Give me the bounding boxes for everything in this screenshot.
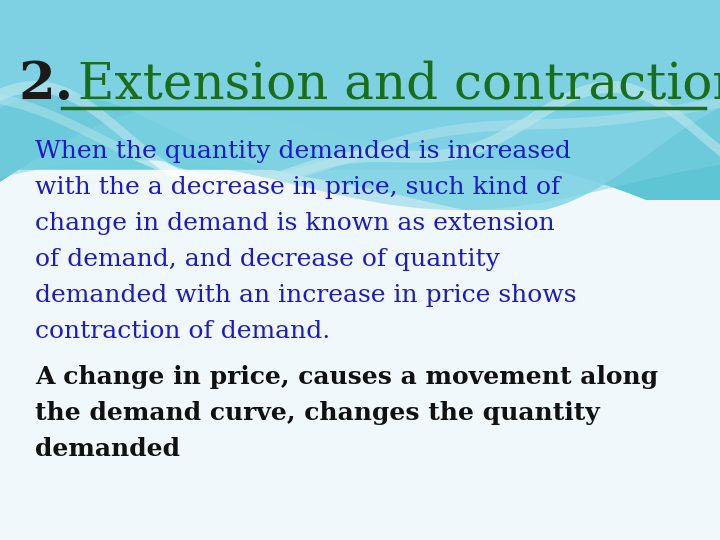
Text: with the a decrease in price, such kind of: with the a decrease in price, such kind … — [35, 176, 560, 199]
Text: of demand, and decrease of quantity: of demand, and decrease of quantity — [35, 248, 500, 271]
Polygon shape — [0, 0, 720, 200]
Polygon shape — [0, 0, 720, 210]
Text: demanded: demanded — [35, 437, 180, 461]
Text: contraction of demand.: contraction of demand. — [35, 320, 330, 343]
Text: demanded with an increase in price shows: demanded with an increase in price shows — [35, 284, 577, 307]
Text: When the quantity demanded is increased: When the quantity demanded is increased — [35, 140, 571, 163]
Text: 2.: 2. — [18, 59, 73, 111]
Polygon shape — [0, 0, 720, 170]
Polygon shape — [0, 81, 720, 194]
Polygon shape — [0, 0, 720, 210]
Text: Extension and contraction.: Extension and contraction. — [62, 60, 720, 110]
Text: change in demand is known as extension: change in demand is known as extension — [35, 212, 554, 235]
Text: the demand curve, changes the quantity: the demand curve, changes the quantity — [35, 401, 600, 425]
Text: A change in price, causes a movement along: A change in price, causes a movement alo… — [35, 365, 658, 389]
Polygon shape — [0, 94, 720, 185]
Polygon shape — [0, 170, 720, 540]
